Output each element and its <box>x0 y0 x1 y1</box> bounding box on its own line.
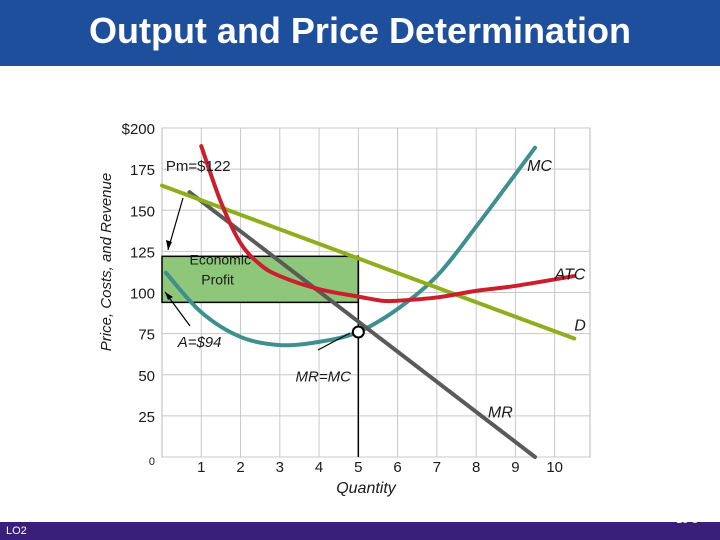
pm-arrow <box>167 197 184 251</box>
y-tick-label: $200 <box>122 121 155 138</box>
mr-mc-point <box>351 325 365 339</box>
x-tick-label: 4 <box>315 459 323 476</box>
page-number: 10-8 <box>675 514 698 526</box>
curve-label-d: D <box>574 317 586 334</box>
y-tick-label: 0 <box>149 456 155 468</box>
x-tick-label: 6 <box>393 459 401 476</box>
x-tick-label: 10 <box>546 459 563 476</box>
mr-mc-arrow <box>317 332 351 351</box>
y-tick-label: 125 <box>130 244 155 261</box>
learning-objective-label: LO2 <box>6 525 27 537</box>
y-tick-label: 50 <box>138 368 155 385</box>
title-bar <box>0 0 720 66</box>
atc-arrow-head <box>165 292 173 300</box>
annotation-pm: Pm=$122 <box>166 158 231 175</box>
curve-label-atc: ATC <box>554 266 586 283</box>
line-layer <box>160 144 577 459</box>
annotation-atc-value: A=$94 <box>177 334 222 351</box>
x-tick-label: 9 <box>511 459 519 476</box>
x-tick-label: 5 <box>354 459 362 476</box>
slide-title: Output and Price Determination <box>88 10 632 51</box>
curve-label-mc: MC <box>527 158 552 175</box>
x-tick-label: 3 <box>276 459 284 476</box>
annotation-profit-line1: Economic <box>189 252 250 268</box>
y-tick-label: 175 <box>130 162 155 179</box>
y-tick-label: 25 <box>138 409 155 426</box>
y-tick-label: 75 <box>138 327 155 344</box>
annotation-mr-mc: MR=MC <box>296 368 352 385</box>
series-atc-line <box>199 144 577 304</box>
curve-label-mr: MR <box>488 405 513 422</box>
annotation-profit-line2: Profit <box>201 271 234 287</box>
y-axis-title: Price, Costs, and Revenue <box>98 173 115 351</box>
x-tick-label: 2 <box>236 459 244 476</box>
x-tick-label: 7 <box>433 459 441 476</box>
x-tick-label: 1 <box>197 459 205 476</box>
area-layer <box>161 255 360 457</box>
y-tick-label: 150 <box>130 203 155 220</box>
y-tick-label: 100 <box>130 286 155 303</box>
series-d-line <box>160 183 577 341</box>
footer-bar <box>0 522 720 540</box>
series-mr-line <box>187 190 538 459</box>
x-tick-label: 8 <box>472 459 480 476</box>
x-axis-title: Quantity <box>336 480 397 497</box>
label-layer: 1 2 3 4 5 6 7 8 9 10 $200 175 150 125 100 75 50 25 0 Quanti… <box>98 121 586 497</box>
pm-arrow-head <box>166 240 172 250</box>
